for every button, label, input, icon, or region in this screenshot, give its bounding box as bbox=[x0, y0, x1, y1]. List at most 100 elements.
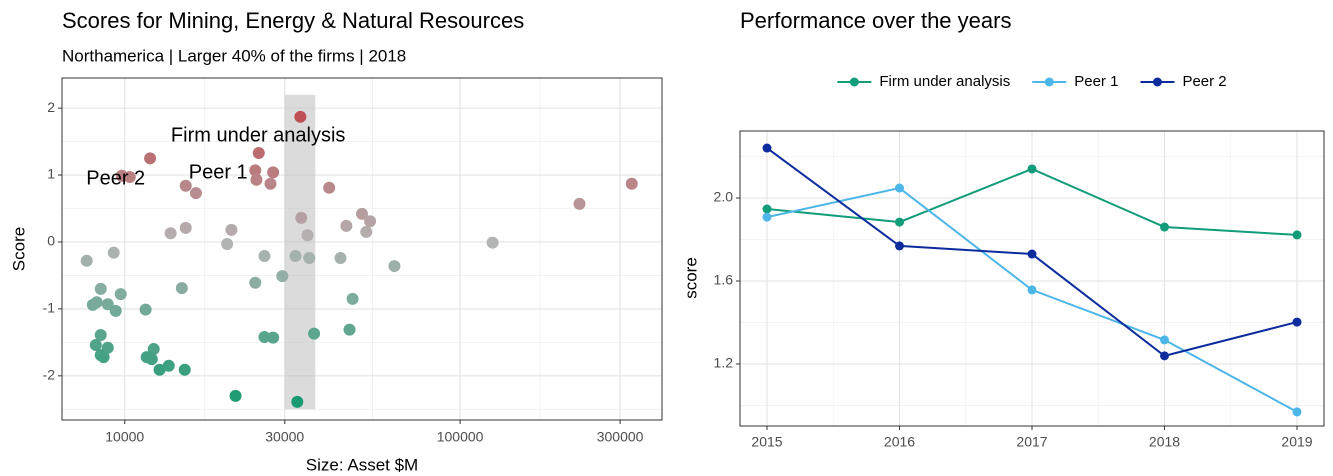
point bbox=[258, 331, 271, 344]
plot-border bbox=[61, 77, 663, 421]
point bbox=[308, 327, 321, 340]
plot-border bbox=[739, 130, 1325, 427]
point bbox=[762, 143, 772, 153]
point bbox=[267, 166, 280, 179]
y-tick-label: -1 bbox=[43, 300, 56, 316]
point bbox=[225, 223, 238, 236]
point bbox=[294, 110, 307, 123]
point bbox=[89, 339, 102, 352]
point bbox=[1160, 222, 1169, 232]
x-tick-label: 2016 bbox=[884, 434, 915, 450]
point bbox=[895, 183, 904, 193]
point bbox=[164, 227, 177, 240]
point bbox=[90, 296, 103, 309]
y-tick-label: 1.2 bbox=[714, 355, 734, 371]
point bbox=[323, 181, 336, 194]
annotation: Peer 1 bbox=[189, 161, 248, 183]
x-tick-label: 2017 bbox=[1016, 434, 1047, 450]
legend-point bbox=[1044, 77, 1054, 87]
point bbox=[340, 219, 353, 232]
point bbox=[343, 323, 356, 336]
y-axis-label: score bbox=[681, 257, 700, 299]
legend-point bbox=[849, 77, 859, 87]
point bbox=[356, 207, 369, 220]
legend-label: Peer 1 bbox=[1074, 73, 1118, 90]
point bbox=[153, 363, 166, 376]
point bbox=[276, 270, 289, 283]
point bbox=[303, 252, 316, 265]
point bbox=[1292, 317, 1302, 327]
chart-title: Scores for Mining, Energy & Natural Reso… bbox=[62, 8, 524, 33]
point bbox=[1292, 230, 1302, 240]
point bbox=[145, 353, 158, 366]
point bbox=[291, 395, 304, 408]
point bbox=[895, 217, 904, 227]
y-tick-label: 2 bbox=[47, 99, 55, 115]
point bbox=[107, 246, 120, 259]
point bbox=[189, 187, 202, 200]
legend: Firm under analysis Peer 1 Peer 2 bbox=[837, 73, 1227, 90]
point bbox=[178, 363, 191, 376]
point bbox=[101, 298, 114, 311]
point bbox=[80, 254, 93, 267]
point bbox=[221, 237, 234, 250]
point bbox=[264, 177, 277, 190]
point bbox=[295, 211, 308, 224]
x-tick-label: 300000 bbox=[597, 429, 644, 445]
point bbox=[267, 331, 280, 344]
point bbox=[114, 288, 127, 301]
annotation: Peer 2 bbox=[86, 167, 145, 189]
point bbox=[249, 164, 262, 177]
point bbox=[139, 303, 152, 316]
point bbox=[346, 292, 359, 305]
point bbox=[573, 197, 586, 210]
point bbox=[109, 304, 122, 317]
y-tick-label: 1 bbox=[47, 166, 55, 182]
chart-subtitle: Northamerica | Larger 40% of the firms |… bbox=[62, 46, 406, 65]
x-tick-label: 2018 bbox=[1149, 434, 1180, 450]
x-tick-label: 2019 bbox=[1281, 434, 1312, 450]
point bbox=[762, 212, 772, 222]
x-tick-label: 2015 bbox=[751, 434, 782, 450]
point bbox=[289, 250, 302, 263]
point bbox=[301, 229, 314, 242]
chart-title: Performance over the years bbox=[740, 8, 1011, 33]
point bbox=[249, 276, 262, 289]
point bbox=[179, 221, 192, 234]
y-axis-label: Score bbox=[9, 227, 28, 271]
legend-label: Firm under analysis bbox=[879, 73, 1010, 90]
point bbox=[94, 282, 107, 295]
point bbox=[1027, 285, 1037, 295]
point bbox=[258, 250, 271, 263]
point bbox=[94, 329, 107, 342]
point bbox=[486, 236, 499, 249]
y-tick-label: 2.0 bbox=[714, 189, 734, 205]
point bbox=[250, 173, 263, 186]
legend-point bbox=[1152, 77, 1162, 87]
highlight-band bbox=[284, 94, 316, 410]
point bbox=[1027, 249, 1037, 259]
point bbox=[625, 177, 638, 190]
point bbox=[162, 359, 175, 372]
point bbox=[175, 282, 188, 295]
point bbox=[147, 343, 160, 356]
point bbox=[895, 241, 904, 251]
annotation: Firm under analysis bbox=[171, 125, 346, 147]
point bbox=[252, 146, 265, 159]
point bbox=[1160, 335, 1169, 345]
x-tick-label: 30000 bbox=[265, 429, 304, 445]
y-tick-label: 0 bbox=[47, 233, 55, 249]
point bbox=[1160, 351, 1169, 361]
legend-label: Peer 2 bbox=[1182, 73, 1226, 90]
point bbox=[334, 252, 347, 265]
point bbox=[1027, 164, 1037, 174]
y-tick-label: -2 bbox=[43, 367, 56, 383]
point bbox=[97, 351, 110, 364]
x-tick-label: 10000 bbox=[105, 429, 144, 445]
point bbox=[388, 260, 401, 273]
point bbox=[123, 171, 136, 184]
point bbox=[1292, 407, 1302, 417]
x-axis-label: Size: Asset $M bbox=[306, 455, 418, 474]
point bbox=[364, 215, 377, 228]
